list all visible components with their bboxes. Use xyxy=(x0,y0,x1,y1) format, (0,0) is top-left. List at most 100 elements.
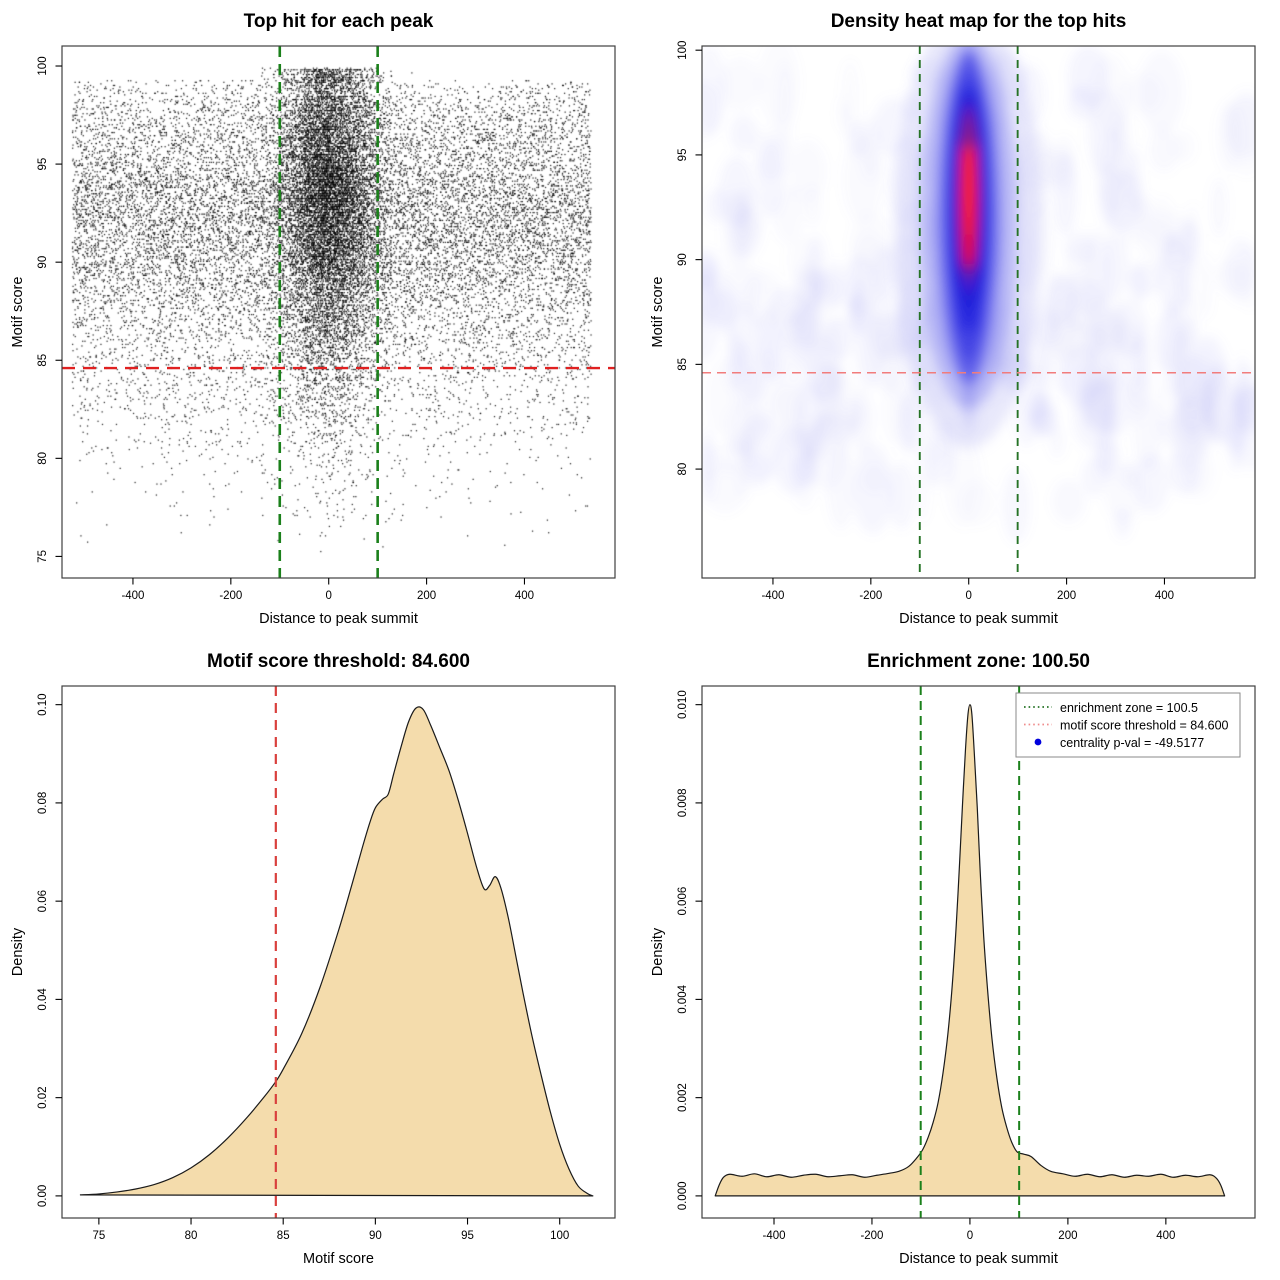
heatmap-blob xyxy=(793,261,825,309)
heatmap-hotspot-blob xyxy=(963,133,974,235)
x-tick-label: -200 xyxy=(859,590,882,602)
heatmap-blob xyxy=(1183,446,1215,498)
y-tick-label: 90 xyxy=(37,256,49,269)
x-tick-label: 0 xyxy=(326,590,332,602)
heatmap-blob xyxy=(1081,456,1106,497)
heatmap-blob xyxy=(1051,479,1086,524)
heatmap-blob xyxy=(1132,398,1163,472)
legend-box xyxy=(1015,692,1241,758)
heatmap-blob xyxy=(1139,50,1184,134)
heatmap-blob xyxy=(813,412,859,443)
heatmap-blob xyxy=(726,331,745,391)
scatter-plot: -400 -200 0 200 400 75 80 85 90 95 100 Distance to … xyxy=(0,0,640,640)
y-tick-label: 85 xyxy=(677,358,689,371)
y-tick-label: 0.008 xyxy=(677,789,689,818)
x-tick-label: 85 xyxy=(277,1230,290,1242)
heatmap-svg: -400 -200 0 200 400 80 85 90 95 100 Distance to pe… xyxy=(650,41,1256,627)
heatmap-blob xyxy=(1214,259,1248,294)
y-axis-title: Density xyxy=(650,927,666,976)
heatmap-blob xyxy=(1108,195,1151,246)
heatmap-blob xyxy=(702,46,726,134)
heatmap-blob xyxy=(1086,88,1125,177)
heatmap-blob xyxy=(1126,148,1142,213)
heatmap-blob xyxy=(718,270,737,337)
heatmap-blob xyxy=(958,480,998,525)
heatmap-blob xyxy=(721,189,752,275)
heatmap-blob xyxy=(773,186,804,244)
y-tick-label: 90 xyxy=(677,253,689,266)
x-axis-title: Motif score xyxy=(303,1251,374,1267)
y-tick-label: 95 xyxy=(37,158,49,171)
heatmap-blob xyxy=(787,140,827,202)
panel-density-heatmap: Density heat map for the top hits -400 -2… xyxy=(640,0,1280,640)
x-tick-label: -400 xyxy=(762,1230,785,1242)
distance-density-plot: -400 -200 0 200 400 0.000 0.002 0.004 0.006 0.008… xyxy=(640,640,1280,1280)
heatmap-blob xyxy=(852,443,894,535)
y-axis-title: Motif score xyxy=(10,277,26,348)
panel-title: Top hit for each peak xyxy=(243,11,434,32)
score-density-plot: 75 80 85 90 95 100 0.00 0.02 0.04 0.06 0.08 0.10 Mot… xyxy=(0,640,640,1280)
heatmap-blob xyxy=(841,60,860,142)
panel-title: Enrichment zone: 100.50 xyxy=(867,651,1090,672)
x-tick-label: 200 xyxy=(417,590,436,602)
y-tick-label: 0.10 xyxy=(37,693,49,715)
heatmap-blob xyxy=(824,317,855,359)
x-tick-label: 400 xyxy=(1156,1230,1175,1242)
x-tick-label: 200 xyxy=(1058,1230,1077,1242)
y-tick-label: 0.02 xyxy=(37,1086,49,1108)
plot-box xyxy=(61,685,616,1219)
heatmap-hotspot-layer xyxy=(895,46,1043,449)
x-tick-label: -400 xyxy=(761,590,784,602)
heatmap-plot: -400 -200 0 200 400 80 85 90 95 100 Distance to pe… xyxy=(640,0,1280,640)
y-tick-label: 75 xyxy=(37,550,49,563)
y-tick-label: 0.00 xyxy=(37,1185,49,1207)
legend-item-label: centrality p-val = -49.5177 xyxy=(1060,736,1204,750)
heatmap-blob xyxy=(1216,101,1243,172)
x-tick-label: 95 xyxy=(461,1230,474,1242)
heatmap-blob xyxy=(725,400,768,453)
heatmap-blob xyxy=(916,451,930,523)
heatmap-blob xyxy=(795,303,819,350)
heatmap-field xyxy=(702,46,1255,578)
heatmap-blob xyxy=(1170,257,1186,318)
plot-box xyxy=(61,45,616,579)
heatmap-blob xyxy=(1049,425,1065,459)
heatmap-blob xyxy=(929,420,944,489)
heatmap-blob xyxy=(873,97,911,156)
density-curve xyxy=(714,704,1226,1197)
y-tick-label: 80 xyxy=(677,463,689,476)
heatmap-blob xyxy=(773,425,814,495)
heatmap-hotspot-blob xyxy=(963,368,975,432)
legend-item-label: motif score threshold = 84.600 xyxy=(1060,718,1229,732)
heatmap-blob xyxy=(718,57,762,112)
x-tick-label: 0 xyxy=(967,1230,973,1242)
y-tick-label: 0.08 xyxy=(37,792,49,814)
heatmap-blob xyxy=(1164,228,1177,275)
x-tick-label: -200 xyxy=(219,590,242,602)
heatmap-blob xyxy=(1198,254,1212,319)
y-tick-label: 0.006 xyxy=(677,887,689,916)
y-tick-label: 0.06 xyxy=(37,890,49,912)
heatmap-blob xyxy=(702,427,715,502)
legend-marker-dot xyxy=(1034,738,1042,746)
heatmap-blob xyxy=(854,309,885,389)
heatmap-blob xyxy=(1067,46,1109,108)
x-tick-label: 400 xyxy=(515,590,534,602)
heatmap-blob xyxy=(1128,265,1149,303)
y-tick-label: 0.004 xyxy=(677,984,689,1013)
x-axis-title: Distance to peak summit xyxy=(899,611,1058,627)
x-tick-label: 100 xyxy=(550,1230,569,1242)
heatmap-blob xyxy=(1177,248,1191,301)
x-tick-label: 80 xyxy=(185,1230,198,1242)
heatmap-blob xyxy=(864,311,905,390)
heatmap-blob xyxy=(1064,231,1097,263)
heatmap-blob xyxy=(729,114,759,153)
x-tick-label: 90 xyxy=(369,1230,382,1242)
y-axis-title: Density xyxy=(10,927,26,976)
y-tick-label: 0.010 xyxy=(677,690,689,719)
y-tick-label: 0.000 xyxy=(677,1182,689,1211)
heatmap-blob xyxy=(1152,198,1174,269)
heatmap-blob xyxy=(1030,394,1058,438)
heatmap-blob xyxy=(1148,127,1180,173)
